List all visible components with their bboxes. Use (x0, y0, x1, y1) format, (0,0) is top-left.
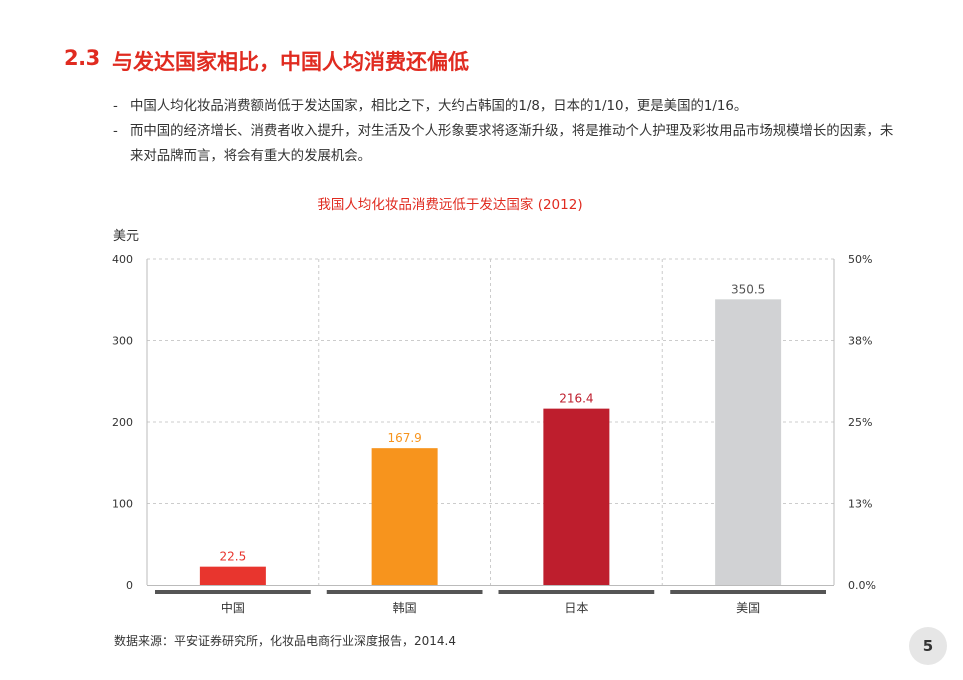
section-title: 与发达国家相比，中国人均消费还偏低 (112, 50, 469, 74)
bullet-text: 中国人均化妆品消费额尚低于发达国家，相比之下，大约占韩国的1/8，日本的1/10… (130, 99, 748, 114)
y2-tick-label: 50% (848, 253, 872, 266)
section-number: 2.3 (64, 46, 100, 70)
x-tick-label: 日本 (564, 601, 588, 615)
x-tick-label: 韩国 (393, 600, 417, 615)
category-base (326, 590, 483, 594)
bullet-text: 而中国的经济增长、消费者收入提升，对生活及个人形象要求将逐渐升级，将是推动个人护… (130, 124, 894, 164)
y-tick-label: 400 (112, 253, 133, 266)
data-source: 数据来源：平安证券研究所，化妆品电商行业深度报告，2014.4 (114, 634, 456, 648)
bar-value-label: 22.5 (220, 550, 247, 564)
page-number: 5 (909, 627, 947, 665)
bar-value-label: 350.5 (731, 282, 765, 296)
bullet-dash: - (113, 99, 118, 114)
category-base (155, 590, 311, 594)
bar (199, 566, 266, 585)
x-tick-label: 美国 (736, 601, 760, 615)
y-tick-label: 300 (112, 335, 133, 348)
category-base (670, 590, 826, 594)
y2-tick-label: 13% (848, 498, 872, 511)
bullet-dash: - (113, 124, 118, 139)
bar (715, 299, 782, 585)
x-tick-label: 中国 (221, 600, 245, 615)
category-base (498, 590, 655, 594)
bar (371, 448, 438, 585)
bar-value-label: 167.9 (387, 431, 421, 445)
y2-tick-label: 0.0% (848, 579, 876, 592)
bullet-item: - 而中国的经济增长、消费者收入提升，对生活及个人形象要求将逐渐升级，将是推动个人… (113, 119, 903, 169)
y-axis-label: 美元 (113, 229, 139, 244)
y2-tick-label: 25% (848, 416, 872, 429)
chart-title: 我国人均化妆品消费远低于发达国家 (2012) (317, 197, 583, 213)
y-tick-label: 200 (112, 416, 133, 429)
bar-value-label: 216.4 (559, 392, 593, 406)
y-tick-label: 100 (112, 498, 133, 511)
y2-tick-label: 38% (848, 335, 872, 348)
bullet-list: - 中国人均化妆品消费额尚低于发达国家，相比之下，大约占韩国的1/8，日本的1/1… (113, 94, 903, 169)
bullet-item: - 中国人均化妆品消费额尚低于发达国家，相比之下，大约占韩国的1/8，日本的1/1… (113, 94, 903, 119)
bar (543, 408, 610, 585)
y-tick-label: 0 (126, 579, 133, 592)
